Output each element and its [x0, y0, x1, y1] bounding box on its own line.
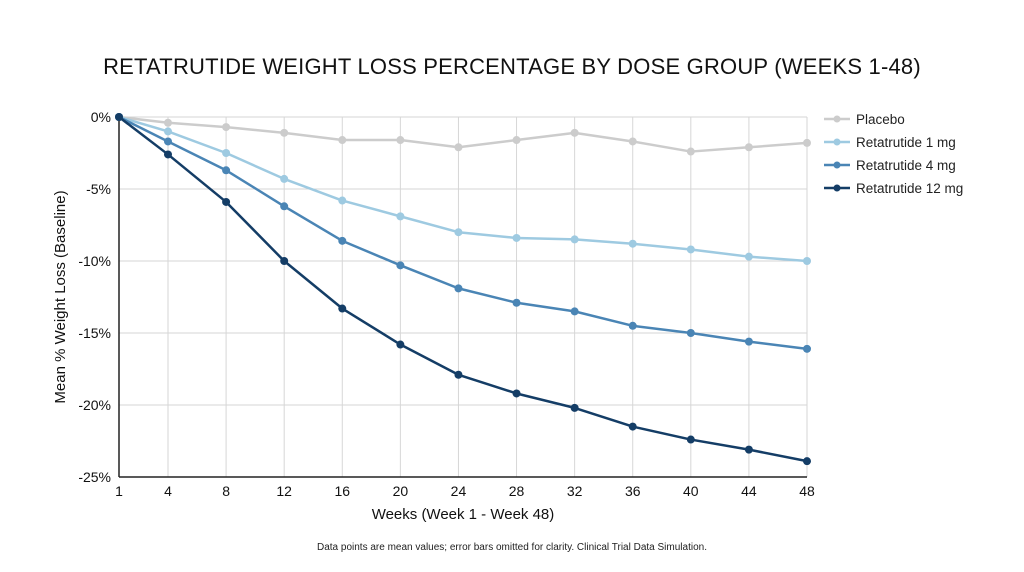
data-point [280, 128, 289, 137]
series-line [118, 115, 808, 153]
data-point [164, 137, 172, 146]
legend-swatch-marker [833, 115, 841, 123]
data-point [338, 196, 347, 205]
data-point [686, 329, 695, 337]
data-point [454, 284, 463, 293]
data-point [512, 389, 521, 398]
data-point [454, 370, 463, 379]
x-tick-labels: 1 4 8 12 16 20 24 28 32 36 40 44 48 [115, 483, 815, 499]
y-tick-label: -15% [78, 325, 111, 341]
data-point [454, 143, 463, 152]
x-tick-label: 8 [222, 483, 230, 499]
data-point [512, 233, 521, 242]
data-point [280, 257, 289, 265]
y-tick-label: -5% [86, 181, 111, 197]
data-point [115, 113, 123, 121]
data-point [570, 307, 579, 316]
data-point [338, 304, 347, 313]
x-tick-label: 28 [509, 483, 525, 499]
y-tick-label: -10% [78, 253, 111, 269]
data-point [454, 228, 463, 237]
data-point [744, 337, 753, 346]
data-point [222, 166, 231, 175]
data-point [628, 422, 637, 431]
data-point [803, 257, 811, 265]
footnote: Data points are mean values; error bars … [317, 542, 707, 553]
series-group [115, 113, 811, 466]
data-point [803, 138, 811, 147]
data-point [396, 340, 405, 349]
data-point [744, 445, 753, 454]
legend: Placebo Retatrutide 1 mg Retatrutide 4 mg R… [824, 112, 963, 196]
data-point [744, 143, 753, 152]
data-point [396, 136, 405, 145]
data-point [570, 403, 579, 412]
legend-swatch-marker [833, 161, 841, 169]
x-tick-label: 12 [276, 483, 292, 499]
data-point [396, 212, 405, 221]
y-axis-label: Mean % Weight Loss (Baseline) [52, 190, 69, 403]
data-point [280, 174, 289, 183]
data-point [686, 435, 695, 444]
axes [118, 117, 807, 478]
x-axis-label: Weeks (Week 1 - Week 48) [372, 506, 555, 523]
x-tick-label: 48 [799, 483, 815, 499]
x-tick-label: 24 [451, 483, 467, 499]
x-tick-label: 36 [625, 483, 641, 499]
y-tick-labels: 0% -5% -10% -15% -20% -25% [78, 109, 111, 485]
data-point [803, 344, 811, 353]
legend-label: Placebo [856, 112, 905, 127]
data-point [164, 127, 172, 136]
series-placebo [115, 113, 811, 156]
data-point [222, 123, 231, 132]
x-tick-label: 32 [567, 483, 583, 499]
x-tick-label: 44 [741, 483, 757, 499]
data-point [570, 235, 579, 244]
data-point [628, 321, 637, 330]
series-retatrutide-12-mg [115, 113, 811, 466]
data-point [744, 252, 753, 261]
x-tick-label: 20 [393, 483, 409, 499]
y-tick-label: -25% [78, 469, 111, 485]
series-retatrutide-4-mg [115, 113, 811, 353]
y-tick-label: 0% [91, 109, 111, 125]
series-retatrutide-1-mg [115, 113, 811, 265]
data-point [686, 147, 695, 156]
data-point [628, 239, 637, 248]
data-point [280, 202, 289, 211]
legend-label: Retatrutide 12 mg [856, 181, 963, 196]
chart-title: RETATRUTIDE WEIGHT LOSS PERCENTAGE BY DO… [103, 54, 921, 79]
legend-label: Retatrutide 1 mg [856, 135, 956, 150]
data-point [396, 261, 405, 270]
data-point [570, 128, 579, 137]
x-tick-label: 1 [115, 483, 123, 499]
data-point [803, 457, 811, 466]
legend-label: Retatrutide 4 mg [856, 158, 956, 173]
legend-swatch-marker [833, 184, 841, 192]
data-point [222, 149, 231, 157]
legend-swatch-marker [833, 138, 841, 146]
data-point [686, 245, 695, 254]
data-point [628, 137, 637, 146]
x-tick-label: 40 [683, 483, 699, 499]
data-point [222, 197, 231, 206]
data-point [338, 136, 347, 145]
data-point [164, 150, 172, 159]
y-tick-label: -20% [78, 397, 111, 413]
data-point [338, 236, 347, 245]
x-tick-label: 4 [164, 483, 172, 499]
x-tick-label: 16 [334, 483, 350, 499]
data-point [164, 118, 172, 127]
data-point [512, 298, 521, 307]
data-point [512, 136, 521, 145]
